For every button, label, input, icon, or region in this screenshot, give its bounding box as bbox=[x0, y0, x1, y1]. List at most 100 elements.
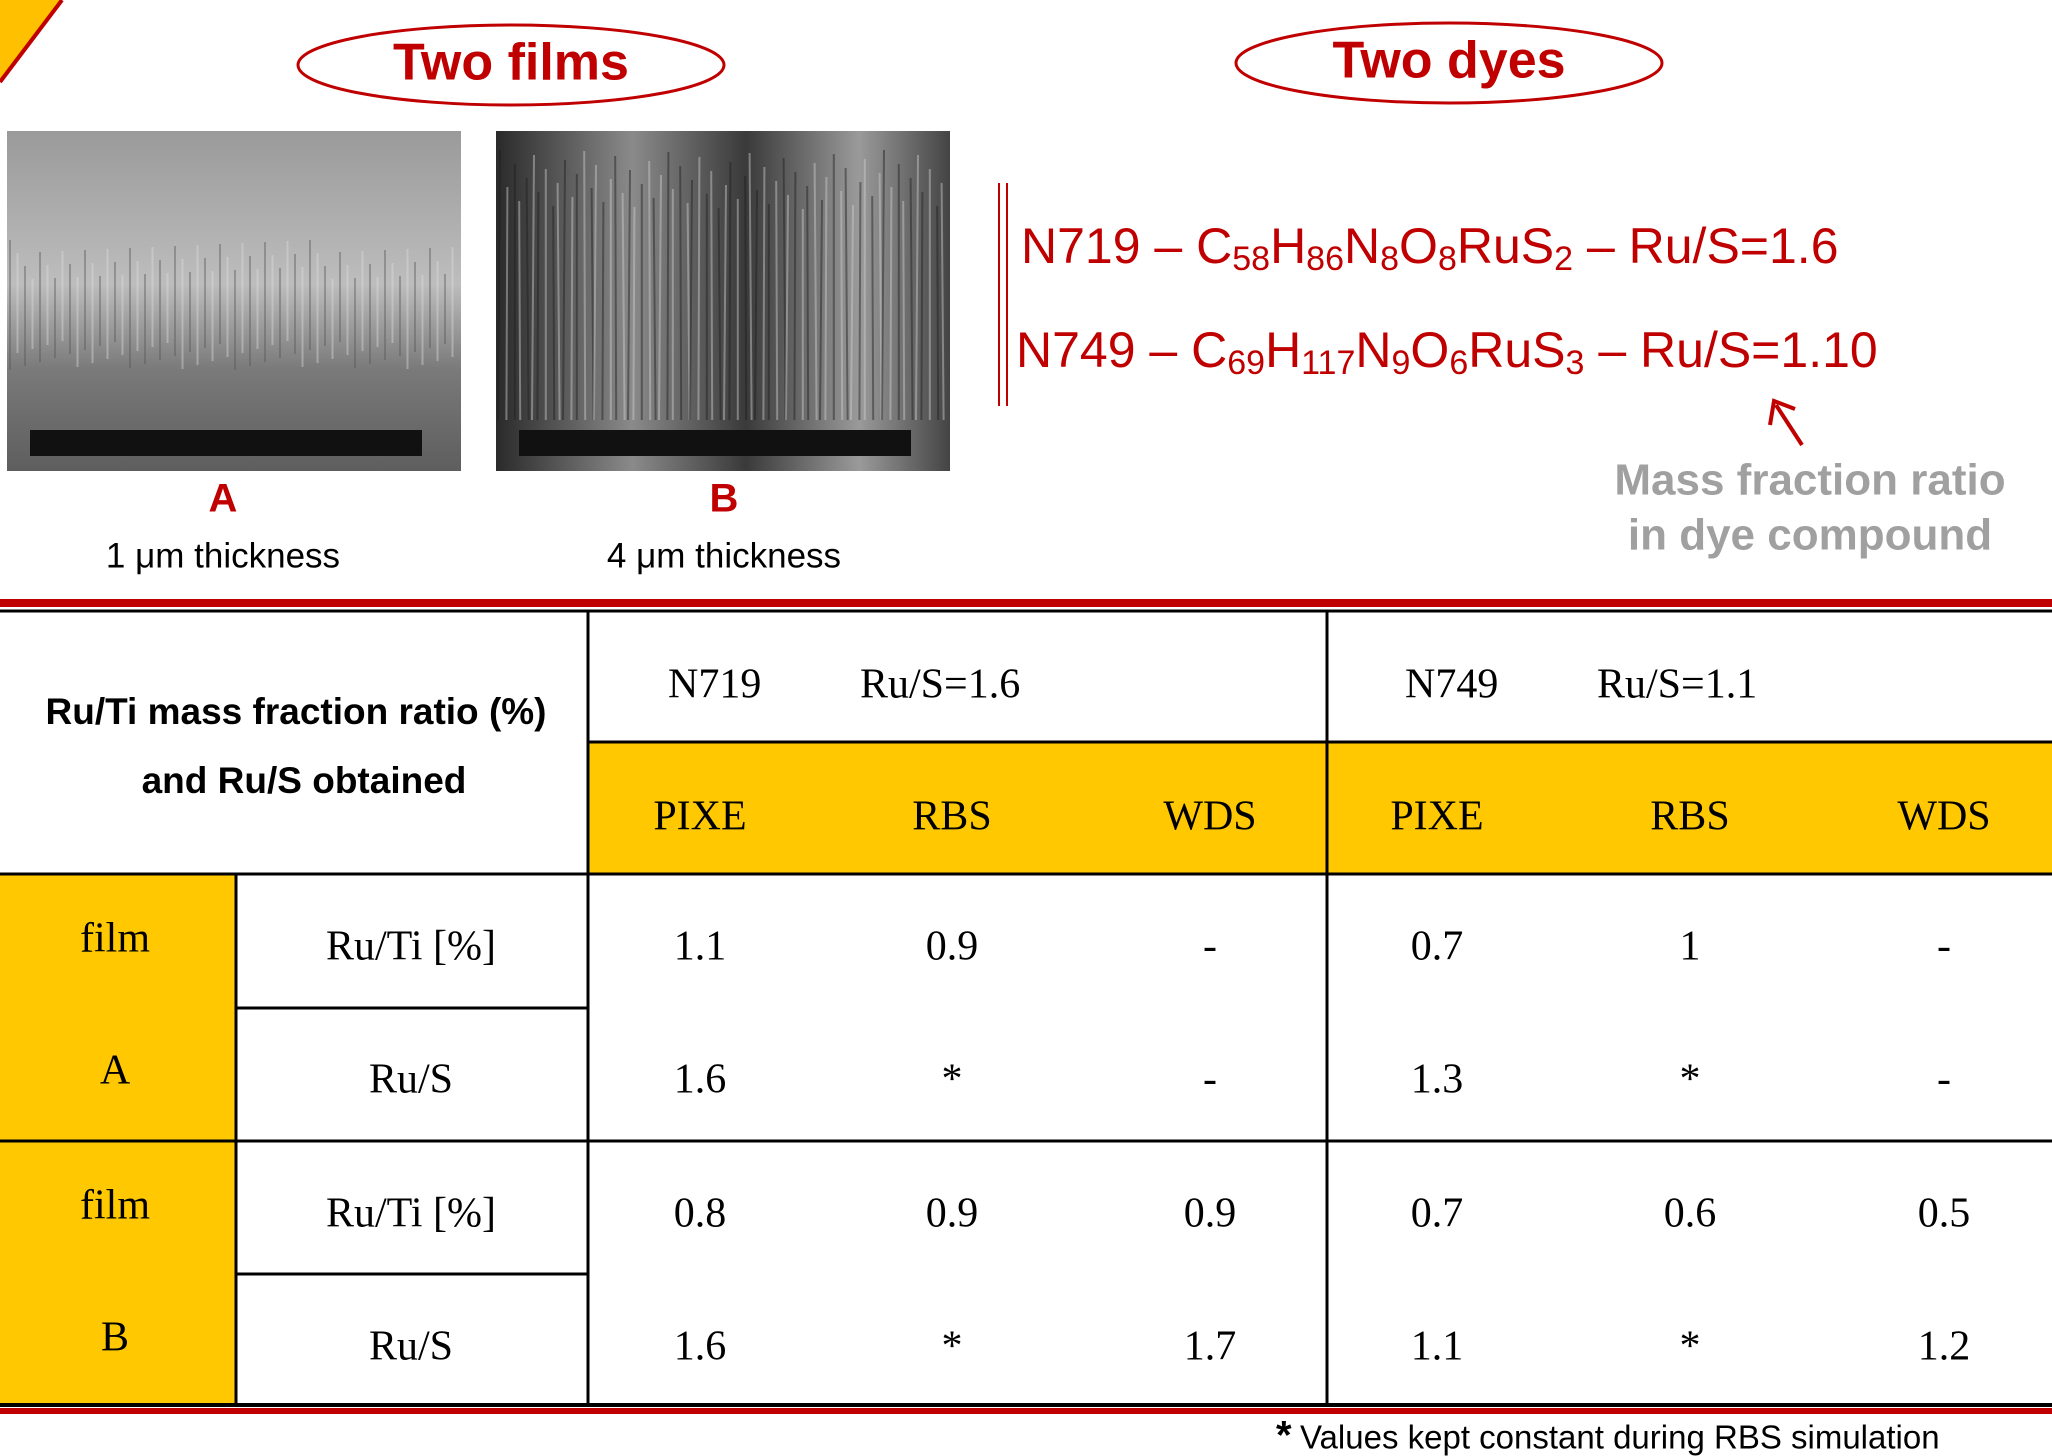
annotation: Mass fraction ratio bbox=[1614, 456, 2005, 505]
sem-texture bbox=[658, 174, 662, 421]
row-label: Ru/S bbox=[369, 1057, 453, 1103]
sem-texture bbox=[614, 155, 618, 421]
cell-value: 0.8 bbox=[674, 1191, 727, 1237]
sem-texture bbox=[728, 161, 732, 421]
method-header: WDS bbox=[1163, 794, 1256, 840]
method-header: RBS bbox=[1650, 794, 1729, 840]
sem-texture bbox=[525, 177, 530, 421]
formula-subscript: 2 bbox=[1554, 240, 1573, 278]
sem-texture bbox=[632, 206, 636, 421]
title-ellipse bbox=[296, 23, 726, 107]
film-label: B bbox=[101, 1315, 129, 1361]
cell-value: 1.1 bbox=[1411, 1324, 1464, 1370]
sem-texture bbox=[590, 187, 595, 421]
cell-value: 0.6 bbox=[1664, 1191, 1717, 1237]
formula-text: RuS bbox=[1457, 218, 1554, 274]
sem-texture bbox=[518, 200, 522, 421]
sem-texture bbox=[686, 202, 691, 421]
formula-text: N719 – C bbox=[1021, 218, 1232, 274]
sem-texture bbox=[775, 180, 779, 421]
formula-subscript: 69 bbox=[1227, 344, 1265, 382]
formula: N719 – C58H86N8O8RuS2 – Ru/S=1.6 bbox=[1021, 218, 1839, 278]
cell-value: 1.2 bbox=[1918, 1324, 1971, 1370]
formula-text: – Ru/S=1.10 bbox=[1584, 322, 1877, 378]
sem-texture bbox=[878, 172, 883, 421]
sem-texture bbox=[909, 177, 914, 421]
sem-texture bbox=[793, 171, 797, 421]
formula-text: N749 – C bbox=[1016, 322, 1227, 378]
title-ellipse bbox=[1234, 21, 1664, 105]
sem-texture bbox=[889, 186, 893, 421]
sem-texture bbox=[505, 186, 509, 421]
film-label: A bbox=[209, 477, 238, 521]
formula-subscript: 117 bbox=[1301, 344, 1355, 382]
film-label: film bbox=[80, 916, 150, 962]
method-header: RBS bbox=[912, 794, 991, 840]
arrow-head bbox=[1768, 398, 1796, 426]
cell-value: - bbox=[1203, 1057, 1217, 1103]
formula-text: N bbox=[1344, 218, 1380, 274]
sem-image bbox=[7, 131, 461, 471]
cell-value: 1.1 bbox=[674, 924, 727, 970]
sem-texture bbox=[562, 159, 566, 421]
formula-text: O bbox=[1410, 322, 1449, 378]
sem-texture bbox=[723, 184, 727, 421]
sem-texture bbox=[552, 205, 556, 421]
sem-texture bbox=[902, 200, 906, 421]
sem-texture bbox=[785, 194, 789, 421]
sem-texture bbox=[871, 195, 875, 421]
cell-value: 1 bbox=[1680, 924, 1701, 970]
sem-texture bbox=[840, 190, 844, 421]
corner-label: Ru/Ti mass fraction ratio (%) bbox=[46, 691, 547, 732]
formula-text: O bbox=[1399, 218, 1438, 274]
cell-value: - bbox=[1937, 1057, 1951, 1103]
dye-ratio: Ru/S=1.6 bbox=[860, 662, 1020, 708]
sem-texture bbox=[697, 156, 701, 421]
footnote: Values kept constant during RBS simulati… bbox=[1300, 1419, 1940, 1456]
sem-texture bbox=[936, 205, 940, 421]
cell-value: 0.9 bbox=[926, 924, 979, 970]
sem-texture bbox=[556, 182, 561, 421]
formula-text: H bbox=[1270, 218, 1306, 274]
sem-texture bbox=[652, 197, 657, 421]
method-header: PIXE bbox=[653, 794, 746, 840]
cell-value: 0.7 bbox=[1411, 924, 1464, 970]
sem-texture bbox=[754, 189, 758, 421]
sem-texture bbox=[593, 164, 597, 421]
sem-texture bbox=[744, 175, 748, 421]
footnote-mark: * bbox=[1276, 1414, 1292, 1456]
sem-texture bbox=[627, 169, 631, 421]
film-caption: 4 μm thickness bbox=[607, 536, 841, 575]
sem-texture bbox=[717, 207, 722, 421]
formula-text: – Ru/S=1.6 bbox=[1573, 218, 1838, 274]
method-row bbox=[588, 742, 2052, 874]
sem-texture bbox=[748, 152, 753, 421]
formula-subscript: 3 bbox=[1566, 344, 1585, 382]
cell-value: 0.7 bbox=[1411, 1191, 1464, 1237]
cell-value: * bbox=[1680, 1057, 1701, 1103]
film-label: film bbox=[80, 1183, 150, 1229]
formula-text: N bbox=[1355, 322, 1391, 378]
formula-subscript: 58 bbox=[1232, 240, 1270, 278]
sem-texture bbox=[648, 160, 652, 421]
sem-texture bbox=[679, 165, 683, 421]
sem-texture bbox=[850, 204, 854, 421]
sem-texture bbox=[806, 185, 810, 421]
cell-value: 1.3 bbox=[1411, 1057, 1464, 1103]
formula-subscript: 6 bbox=[1449, 344, 1468, 382]
dye-name: N719 bbox=[668, 662, 761, 708]
sem-texture bbox=[570, 196, 574, 421]
formula-subscript: 86 bbox=[1306, 240, 1344, 278]
formula-text: H bbox=[1265, 322, 1301, 378]
sem-texture bbox=[710, 170, 714, 421]
sem-texture bbox=[920, 191, 924, 421]
sem-texture bbox=[762, 166, 766, 421]
corner-label: and Ru/S obtained bbox=[142, 760, 467, 801]
row-label: Ru/S bbox=[369, 1324, 453, 1370]
corner-edge bbox=[0, 0, 64, 84]
method-header: WDS bbox=[1897, 794, 1990, 840]
sem-texture bbox=[915, 154, 919, 421]
annotation: in dye compound bbox=[1628, 511, 1992, 560]
